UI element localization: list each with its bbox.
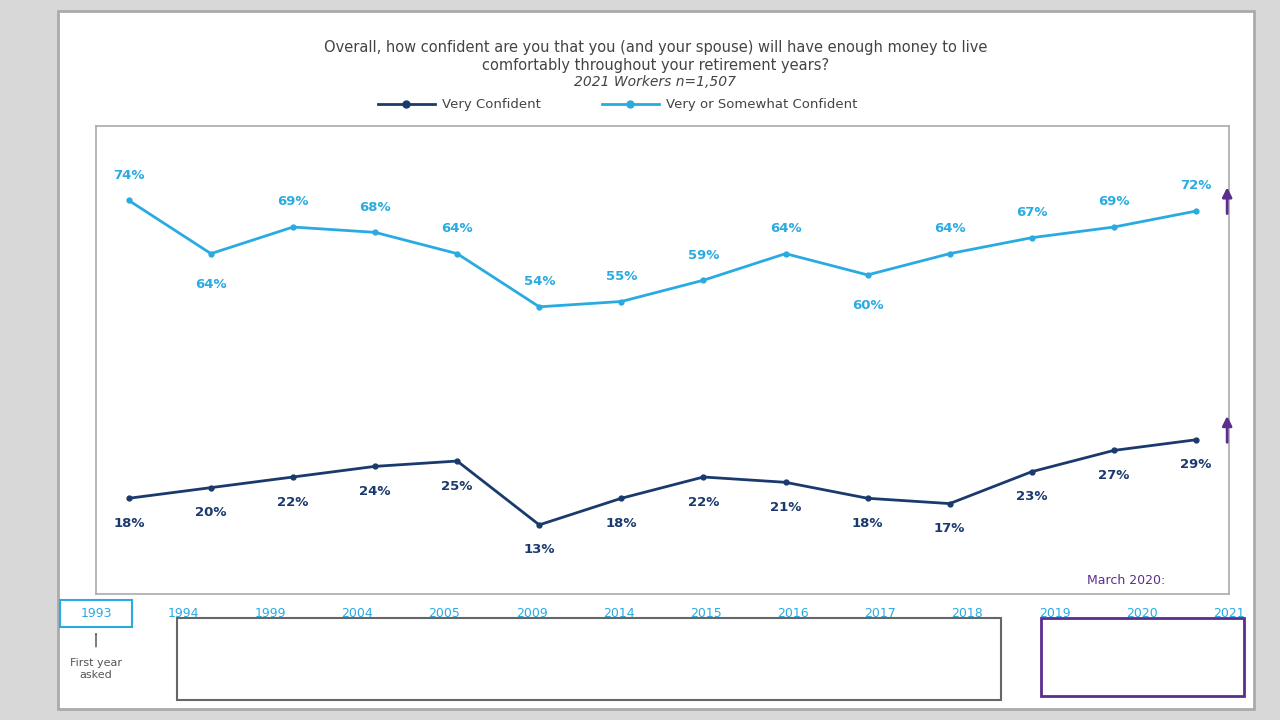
Text: 13%: 13% xyxy=(524,544,556,557)
Text: = Up significantly from March 2020: = Up significantly from March 2020 xyxy=(220,670,430,683)
Text: 17%: 17% xyxy=(934,522,965,535)
Text: 18%: 18% xyxy=(113,517,145,530)
Text: 59%: 59% xyxy=(687,248,719,261)
Text: 72%: 72% xyxy=(1180,179,1212,192)
Text: 55%: 55% xyxy=(605,270,637,283)
Text: 64%: 64% xyxy=(769,222,801,235)
Text: 64%: 64% xyxy=(195,278,227,291)
Text: ▼: ▼ xyxy=(602,669,613,684)
Text: 1999: 1999 xyxy=(255,607,285,620)
Text: 74%: 74% xyxy=(113,169,145,182)
Text: ▲: ▲ xyxy=(195,669,206,684)
Text: 60%: 60% xyxy=(851,299,883,312)
Text: = Down significantly from March 2020: = Down significantly from March 2020 xyxy=(627,670,854,683)
Text: 67%: 67% xyxy=(1016,206,1047,219)
Text: 2021 Workers n=1,507: 2021 Workers n=1,507 xyxy=(575,75,736,89)
Text: Net V/S Confident: 63%: Net V/S Confident: 63% xyxy=(1056,667,1203,680)
Text: 1994: 1994 xyxy=(168,607,198,620)
Text: 2017: 2017 xyxy=(864,607,896,620)
Text: Very Confident: 24%: Very Confident: 24% xyxy=(1056,635,1184,649)
Text: 2015: 2015 xyxy=(690,607,722,620)
Text: 22%: 22% xyxy=(687,495,719,508)
Text: 2021: 2021 xyxy=(1213,607,1244,620)
Text: 1993: 1993 xyxy=(81,607,111,620)
Text: 68%: 68% xyxy=(360,201,390,214)
Text: 18%: 18% xyxy=(852,517,883,530)
Text: 2014: 2014 xyxy=(603,607,635,620)
Text: 2019: 2019 xyxy=(1038,607,1070,620)
Text: = Down significantly from previous year: = Down significantly from previous year xyxy=(627,635,865,648)
Text: Very or Somewhat Confident: Very or Somewhat Confident xyxy=(666,98,858,111)
Text: 2005: 2005 xyxy=(429,607,461,620)
Text: 64%: 64% xyxy=(934,222,965,235)
Text: 24%: 24% xyxy=(360,485,390,498)
Text: 69%: 69% xyxy=(1098,195,1130,208)
Text: 27%: 27% xyxy=(1098,469,1129,482)
Text: 69%: 69% xyxy=(278,195,308,208)
Text: 20%: 20% xyxy=(195,506,227,519)
Text: 2004: 2004 xyxy=(342,607,374,620)
Text: First year
asked: First year asked xyxy=(70,658,122,680)
Text: 25%: 25% xyxy=(442,480,472,492)
Text: comfortably throughout your retirement years?: comfortably throughout your retirement y… xyxy=(481,58,829,73)
Text: ▼: ▼ xyxy=(602,634,613,649)
Text: 2018: 2018 xyxy=(951,607,983,620)
Text: 23%: 23% xyxy=(1016,490,1047,503)
Text: 22%: 22% xyxy=(278,495,308,508)
Text: 21%: 21% xyxy=(769,501,801,514)
Text: 54%: 54% xyxy=(524,275,556,288)
Text: 2016: 2016 xyxy=(777,607,809,620)
Text: Overall, how confident are you that you (and your spouse) will have enough money: Overall, how confident are you that you … xyxy=(324,40,987,55)
Text: = Up significantly from previous year: = Up significantly from previous year xyxy=(220,635,442,648)
Text: 18%: 18% xyxy=(605,517,637,530)
Text: 2020: 2020 xyxy=(1126,607,1157,620)
Text: March 2020:: March 2020: xyxy=(1087,574,1166,587)
Text: Very Confident: Very Confident xyxy=(442,98,540,111)
Text: 29%: 29% xyxy=(1180,459,1212,472)
Text: ▲: ▲ xyxy=(195,634,206,649)
Text: 64%: 64% xyxy=(442,222,474,235)
Text: 2009: 2009 xyxy=(516,607,548,620)
